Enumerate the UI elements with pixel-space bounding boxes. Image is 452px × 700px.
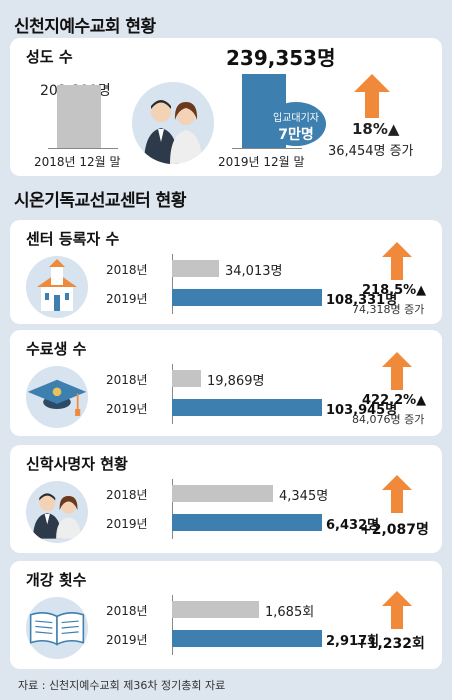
two-people-icon	[26, 481, 88, 543]
value-2019: 2,917회	[326, 634, 380, 649]
before-date-label: 2018년 12월 말	[34, 155, 121, 169]
year-2018-label: 2018년	[106, 604, 148, 618]
up-arrow-icon	[382, 475, 412, 513]
church-increase: 36,454명 증가	[328, 144, 414, 159]
bar-axis	[172, 479, 173, 539]
open-book-icon	[26, 597, 88, 659]
bar-axis	[172, 595, 173, 655]
after-date-label: 2019년 12월 말	[218, 155, 305, 169]
up-arrow-icon	[382, 591, 412, 629]
badge-line2: 7만명	[278, 127, 314, 143]
church-members-panel: 성도 수 202,899명 2018년 12월 말 239,353명 2019년…	[10, 38, 442, 176]
church-pct: 18%▲	[352, 120, 400, 138]
bar-2019	[172, 514, 322, 531]
graduates-increase: 84,076명 증가	[352, 413, 425, 426]
class-openings-panel: 개강 횟수 2018년 2019년 1,685회 2,917회 +1,232회	[10, 561, 442, 669]
theology-mission-panel: 신학사명자 현황 2018년 2019년 4,345명 6,432명 +2,08…	[10, 445, 442, 553]
baseline-before	[48, 148, 118, 149]
year-2019-label: 2019년	[106, 402, 148, 416]
center-registrants-panel: 센터 등록자 수 2018년 2019년 34,013명 108,331명 21…	[10, 220, 442, 324]
after-value-label: 239,353명	[226, 46, 336, 70]
baseline-after	[232, 148, 302, 149]
value-2018: 4,345명	[279, 489, 329, 504]
up-arrow-icon	[354, 74, 390, 118]
theology-mission-title: 신학사명자 현황	[26, 455, 128, 473]
class-openings-change: +1,232회	[356, 636, 425, 652]
value-2019: 108,331명	[326, 293, 398, 308]
bar-axis	[172, 364, 173, 424]
bar-2019	[172, 630, 322, 647]
graduation-cap-icon	[26, 366, 88, 428]
badge-line1: 입교대기자	[273, 113, 319, 124]
bar-2018	[172, 485, 273, 502]
year-2018-label: 2018년	[106, 373, 148, 387]
waiting-members-badge: 입교대기자 7만명	[266, 102, 326, 146]
bar-2018	[172, 601, 259, 618]
church-section-title: 신천지예수교회 현황	[14, 17, 156, 37]
bar-2018-members	[57, 85, 101, 148]
bar-2019	[172, 289, 322, 306]
center-registrants-pct: 218.5%▲	[362, 283, 427, 298]
church-building-icon	[26, 256, 88, 318]
year-2018-label: 2018년	[106, 488, 148, 502]
centers-section-title: 시온기독교선교센터 현황	[14, 191, 186, 211]
center-registrants-title: 센터 등록자 수	[26, 230, 120, 248]
value-2019: 6,432명	[326, 518, 380, 533]
graduates-panel: 수료생 수 2018년 2019년 19,869명 103,945명 422.2…	[10, 330, 442, 436]
up-arrow-icon	[382, 242, 412, 280]
church-panel-title: 성도 수	[26, 48, 73, 66]
bar-2019	[172, 399, 322, 416]
year-2018-label: 2018년	[106, 263, 148, 277]
value-2018: 1,685회	[265, 605, 315, 620]
year-2019-label: 2019년	[106, 633, 148, 647]
graduates-pct: 422.2%▲	[362, 393, 427, 408]
value-2018: 34,013명	[225, 264, 283, 279]
center-registrants-increase: 74,318명 증가	[352, 303, 425, 316]
bar-axis	[172, 254, 173, 314]
class-openings-title: 개강 횟수	[26, 571, 87, 589]
year-2019-label: 2019년	[106, 292, 148, 306]
up-arrow-icon	[382, 352, 412, 390]
graduates-title: 수료생 수	[26, 340, 87, 358]
two-people-icon	[132, 82, 214, 164]
bar-2018	[172, 260, 219, 277]
value-2019: 103,945명	[326, 403, 398, 418]
year-2019-label: 2019년	[106, 517, 148, 531]
source-note: 자료 : 신천지예수교회 제36차 정기총회 자료	[18, 679, 226, 692]
bar-2018	[172, 370, 201, 387]
theology-mission-change: +2,087명	[360, 522, 429, 538]
value-2018: 19,869명	[207, 374, 265, 389]
